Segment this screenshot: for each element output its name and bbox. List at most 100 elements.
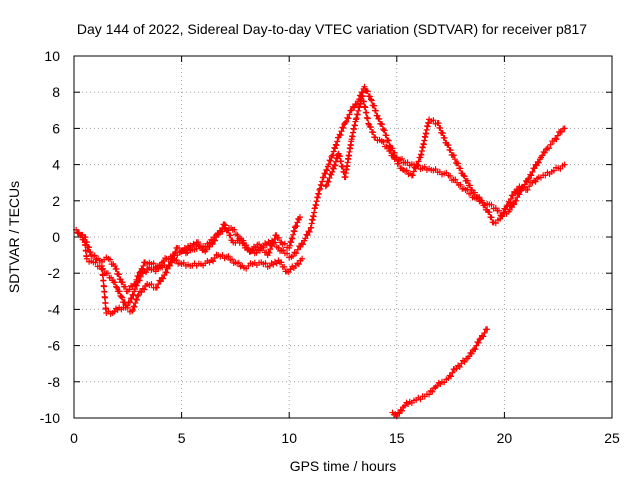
data-point-fill [111, 308, 118, 315]
data-point-fill [328, 171, 335, 178]
y-tick-label: -2 [48, 265, 61, 281]
data-point-fill [367, 124, 374, 131]
data-point-fill [266, 249, 273, 256]
x-tick-label: 0 [70, 430, 78, 446]
data-point-fill [516, 191, 523, 198]
data-point-fill [139, 285, 146, 292]
data-point [561, 161, 568, 168]
data-point-fill [526, 183, 533, 190]
data-point-fill [395, 160, 402, 167]
data-point-fill [502, 206, 509, 213]
data-point-fill [132, 280, 139, 287]
data-point-fill [130, 292, 137, 299]
data-point-fill [546, 145, 553, 152]
data-point-fill [203, 246, 210, 253]
data-point-fill [547, 141, 554, 148]
data-point-fill [507, 195, 514, 202]
y-tick-label: 0 [52, 229, 60, 245]
data-point-fill [468, 350, 475, 357]
data-point-fill [398, 155, 405, 162]
data-point-fill [343, 118, 350, 125]
x-tick-label: 15 [389, 430, 405, 446]
data-point-fill [306, 228, 313, 235]
data-point-fill [116, 288, 123, 295]
data-point-fill [334, 138, 341, 145]
data-point-fill [383, 132, 390, 139]
data-point [221, 221, 228, 228]
data-point-fill [160, 275, 167, 282]
data-point-fill [464, 177, 471, 184]
data-point-fill [409, 172, 416, 179]
data-point [275, 244, 282, 251]
data-point-fill [535, 159, 542, 166]
data-point-fill [281, 240, 288, 247]
data-point-fill [115, 271, 122, 278]
y-axis-label: SDTVAR / TECUs [6, 181, 22, 293]
data-point [525, 176, 532, 183]
y-tick-label: -6 [48, 338, 61, 354]
data-point-fill [364, 88, 371, 95]
data-point-fill [111, 279, 118, 286]
data-point-fill [366, 93, 373, 100]
data-point-fill [270, 239, 277, 246]
data-point-fill [288, 239, 295, 246]
data-point-fill [197, 243, 204, 250]
plot-frame [73, 55, 613, 419]
data-point-fill [447, 147, 454, 154]
data-point-fill [138, 289, 145, 296]
data-point-fill [398, 407, 405, 414]
data-point-fill [299, 241, 306, 248]
data-point-fill [132, 300, 139, 307]
data-point-fill [124, 304, 131, 311]
data-point-fill [479, 197, 486, 204]
data-point-fill [209, 241, 216, 248]
data-point-fill [304, 232, 311, 239]
data-point-fill [532, 178, 539, 185]
data-point-fill [253, 249, 260, 256]
chart-title: Day 144 of 2022, Sidereal Day-to-day VTE… [77, 21, 587, 37]
data-point-fill [448, 373, 455, 380]
data-point-fill [390, 152, 397, 159]
data-point-fill [371, 102, 378, 109]
data-point-fill [430, 117, 437, 124]
data-point-fill [219, 252, 226, 259]
data-point-fill [336, 131, 343, 138]
data-point-fill [291, 228, 298, 235]
data-point-fill [455, 160, 462, 167]
data-point-fill [370, 129, 377, 136]
data-point-fill [135, 273, 142, 280]
data-point-fill [195, 239, 202, 246]
data-point [299, 255, 306, 262]
data-point-fill [379, 121, 386, 128]
data-point-fill [413, 161, 420, 168]
data-point-fill [441, 379, 448, 386]
data-point-fill [376, 115, 383, 122]
data-point-fill [393, 156, 400, 163]
data-point-fill [415, 158, 422, 165]
data-point-fill [445, 142, 452, 149]
data-point-fill [385, 137, 392, 144]
data-point [451, 156, 458, 163]
data-point-fill [148, 281, 155, 288]
data-point-fill [553, 136, 560, 143]
data-point-fill [434, 382, 441, 389]
data-point-fill [437, 125, 444, 132]
data-point [135, 291, 142, 298]
data-point-fill [218, 228, 225, 235]
data-point-fill [289, 235, 296, 242]
data-point-fill [330, 165, 337, 172]
data-point-fill [439, 130, 446, 137]
data-point-fill [332, 162, 339, 169]
data-point-fill [293, 250, 300, 257]
data-point [503, 203, 510, 210]
data-point-fill [466, 182, 473, 189]
data-point-fill [83, 239, 90, 246]
data-point-fill [457, 181, 464, 188]
data-point-fill [325, 161, 332, 168]
data-point-fill [449, 369, 456, 376]
data-point-fill [290, 231, 297, 238]
x-tick-label: 20 [497, 430, 513, 446]
data-point-fill [417, 396, 424, 403]
data-point-fill [529, 168, 536, 175]
data-point-fill [87, 249, 94, 256]
